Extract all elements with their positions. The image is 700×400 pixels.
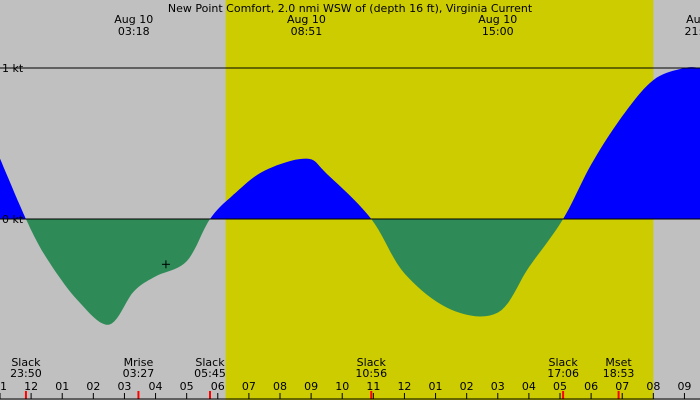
event-time-label: 23:50	[10, 367, 42, 380]
top-date-label: Aug 10	[287, 13, 326, 26]
current-areas	[0, 67, 700, 325]
flood-area-2	[210, 158, 372, 219]
hour-tick-label: 02	[460, 380, 474, 393]
top-time-label: 03:18	[118, 25, 150, 38]
hour-tick-label: 09	[304, 380, 318, 393]
top-date-label: Aug	[686, 13, 700, 26]
hour-tick-label: 06	[211, 380, 225, 393]
hour-tick-label: 05	[553, 380, 567, 393]
hour-tick-label: 12	[397, 380, 411, 393]
y-tick-label-0kt: 0 kt	[2, 213, 24, 226]
hour-tick-label: 03	[491, 380, 505, 393]
event-name-label: Mset	[605, 356, 632, 369]
hour-tick-label: 06	[584, 380, 598, 393]
hour-tick-label: 08	[273, 380, 287, 393]
flood-area-4	[563, 67, 700, 219]
hour-tick-label: 04	[522, 380, 536, 393]
hour-tick-label: 01	[429, 380, 443, 393]
top-date-label: Aug 10	[114, 13, 153, 26]
event-name-label: Mrise	[124, 356, 154, 369]
top-time-label: 15:00	[482, 25, 514, 38]
hour-tick-label: 07	[242, 380, 256, 393]
hour-tick-label: 01	[55, 380, 69, 393]
ebb-area-1	[25, 219, 211, 325]
hour-axis: 11 12 01 02 03 04 05 06 07 08 09 10 11 12 01 02 03 04 05 06…	[0, 380, 700, 400]
hour-tick-label: 02	[86, 380, 100, 393]
event-name-label: Slack	[195, 356, 225, 369]
hour-tick-label: 04	[149, 380, 163, 393]
event-time-label: 10:56	[355, 367, 387, 380]
event-time-label: 18:53	[603, 367, 635, 380]
top-time-label: 21:2	[685, 25, 700, 38]
y-tick-label-1kt: 1 kt	[2, 62, 24, 75]
cursor-marker	[161, 260, 170, 269]
event-time-label: 05:45	[194, 367, 226, 380]
hour-tick-label: 08	[646, 380, 660, 393]
event-name-label: Slack	[11, 356, 41, 369]
top-date-label: Aug 10	[478, 13, 517, 26]
event-name-label: Slack	[357, 356, 387, 369]
hour-tick-label: 03	[117, 380, 131, 393]
hour-tick-label: 07	[615, 380, 629, 393]
ebb-area-3	[371, 219, 564, 317]
hour-tick-label: 11	[366, 380, 380, 393]
top-time-label: 08:51	[291, 25, 323, 38]
hour-tick-label: 09	[677, 380, 691, 393]
flood-area-0	[0, 158, 26, 219]
hour-tick-label: 05	[180, 380, 194, 393]
event-time-label: 17:06	[547, 367, 579, 380]
event-name-label: Slack	[549, 356, 579, 369]
hour-tick-label: 11	[0, 380, 7, 393]
event-time-label: 03:27	[123, 367, 155, 380]
event-labels: Slack23:50Mrise03:27Slack05:45Slack10:56…	[10, 356, 634, 399]
chart-title: New Point Comfort, 2.0 nmi WSW of (depth…	[168, 2, 533, 15]
hour-tick-label: 10	[335, 380, 349, 393]
hour-tick-label: 12	[24, 380, 38, 393]
